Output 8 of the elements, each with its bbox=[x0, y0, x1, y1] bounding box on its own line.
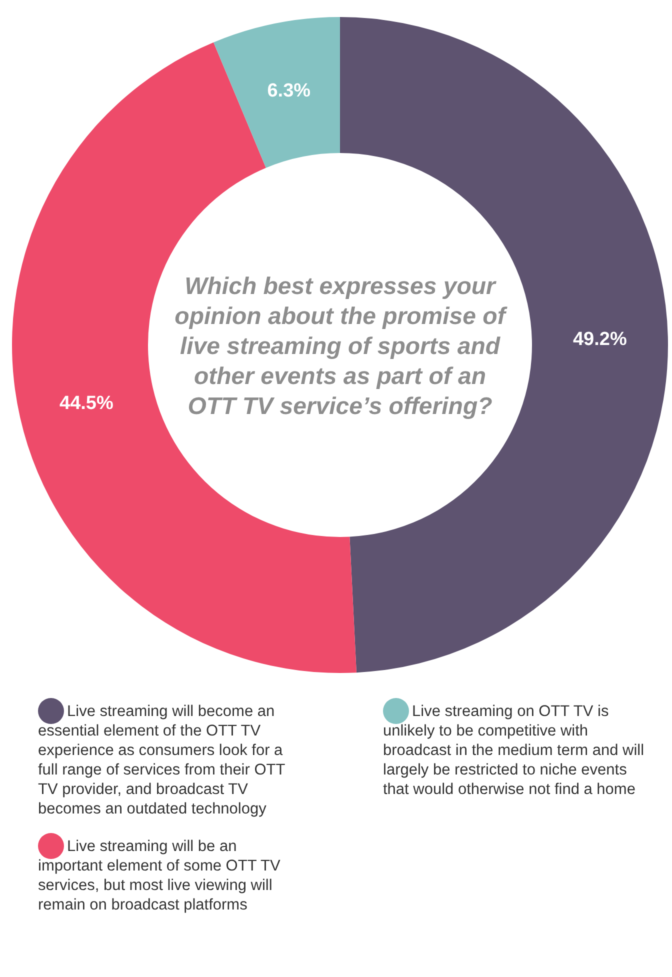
legend-label: Live streaming on OTT TV is unlikely to be competitive with broadcast in the medium term and will largely be restricted to niche events that would otherwise not find a home bbox=[383, 703, 644, 798]
donut-slice bbox=[214, 17, 340, 168]
legend-label: Live streaming will become an essential element of the OTT TV experience as consumers look for a full range of services from their OTT TV provider, and broadcast TV becomes an outdated technology bbox=[38, 703, 286, 818]
legend-label: Live streaming will be an important element of some OTT TV services, but most live viewing will remain on broadcast platforms bbox=[38, 838, 282, 914]
data-label: 6.3% bbox=[267, 80, 311, 102]
text: Which best expresses your opinion about the promise of live streaming of sports and other events as part of an OTT TV service’s offering? bbox=[174, 273, 508, 420]
data-label: 44.5% bbox=[60, 393, 114, 414]
data-label: 49.2% bbox=[572, 329, 627, 350]
